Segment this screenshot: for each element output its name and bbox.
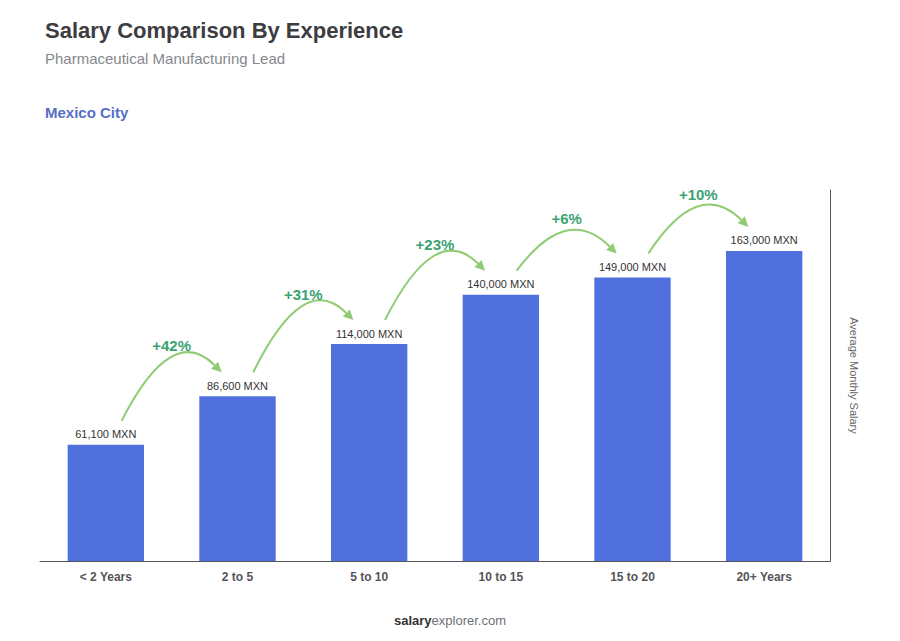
svg-text:61,100 MXN: 61,100 MXN <box>75 428 136 440</box>
svg-text:Mexico City: Mexico City <box>45 104 129 121</box>
svg-text:114,000 MXN: 114,000 MXN <box>336 328 403 340</box>
svg-text:explorer.com: explorer.com <box>432 613 506 628</box>
svg-text:5 to 10: 5 to 10 <box>350 570 388 584</box>
svg-text:Pharmaceutical Manufacturing L: Pharmaceutical Manufacturing Lead <box>45 50 285 67</box>
svg-text:Average Monthly Salary: Average Monthly Salary <box>848 317 860 434</box>
svg-text:20+ Years: 20+ Years <box>736 570 792 584</box>
svg-text:2 to 5: 2 to 5 <box>222 570 254 584</box>
svg-text:10 to 15: 10 to 15 <box>478 570 523 584</box>
svg-text:140,000 MXN: 140,000 MXN <box>467 278 534 290</box>
svg-text:163,000 MXN: 163,000 MXN <box>731 234 798 246</box>
svg-text:+6%: +6% <box>551 210 581 227</box>
svg-text:salary: salary <box>394 613 432 628</box>
svg-text:149,000 MXN: 149,000 MXN <box>599 261 666 273</box>
svg-text:86,600 MXN: 86,600 MXN <box>207 380 268 392</box>
svg-text:+31%: +31% <box>284 286 323 303</box>
svg-text:+42%: +42% <box>152 337 191 354</box>
svg-text:< 2 Years: < 2 Years <box>80 570 132 584</box>
svg-text:15 to 20: 15 to 20 <box>610 570 655 584</box>
svg-text:+23%: +23% <box>416 236 455 253</box>
svg-text:Salary Comparison By Experienc: Salary Comparison By Experience <box>45 18 403 43</box>
svg-text:+10%: +10% <box>679 186 718 203</box>
